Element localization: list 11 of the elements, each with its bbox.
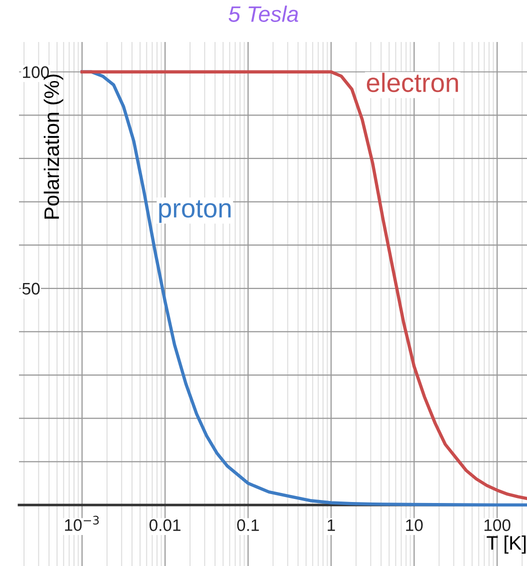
x-tick-label: 100 — [484, 519, 510, 532]
y-tick-label: 50 — [22, 282, 40, 295]
x-tick-label: 0.01 — [149, 519, 180, 532]
series-label: electron — [366, 72, 458, 92]
x-tick-label: 10$^{−3}$ — [65, 516, 99, 531]
x-axis-title: T [K] — [486, 535, 526, 554]
x-tick-label: 1 — [328, 519, 335, 531]
x-tick-label: 0.1 — [237, 519, 259, 532]
series-label: proton — [159, 200, 231, 223]
chart-title: 5 Tesla — [228, 6, 298, 22]
x-tick-label: 10 — [406, 519, 423, 532]
